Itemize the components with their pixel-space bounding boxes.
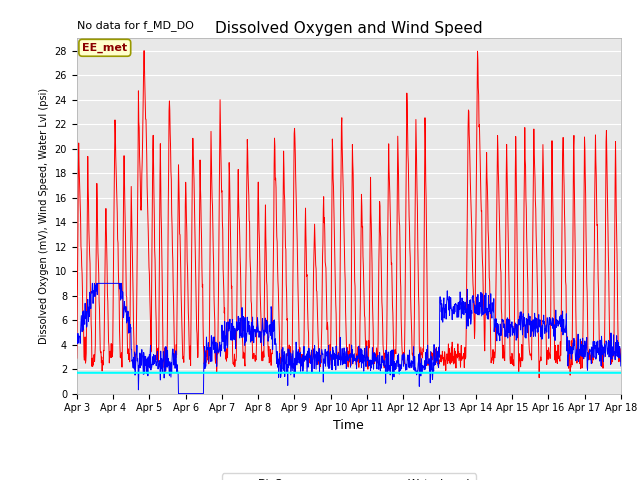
Y-axis label: Dissolved Oxygen (mV), Wind Speed, Water Lvl (psi): Dissolved Oxygen (mV), Wind Speed, Water…: [39, 88, 49, 344]
Text: EE_met: EE_met: [82, 43, 127, 53]
Text: No data for f_MD_DO: No data for f_MD_DO: [77, 20, 194, 31]
Legend: DisOxy, ws, WaterLevel: DisOxy, ws, WaterLevel: [221, 473, 476, 480]
X-axis label: Time: Time: [333, 419, 364, 432]
Title: Dissolved Oxygen and Wind Speed: Dissolved Oxygen and Wind Speed: [215, 21, 483, 36]
